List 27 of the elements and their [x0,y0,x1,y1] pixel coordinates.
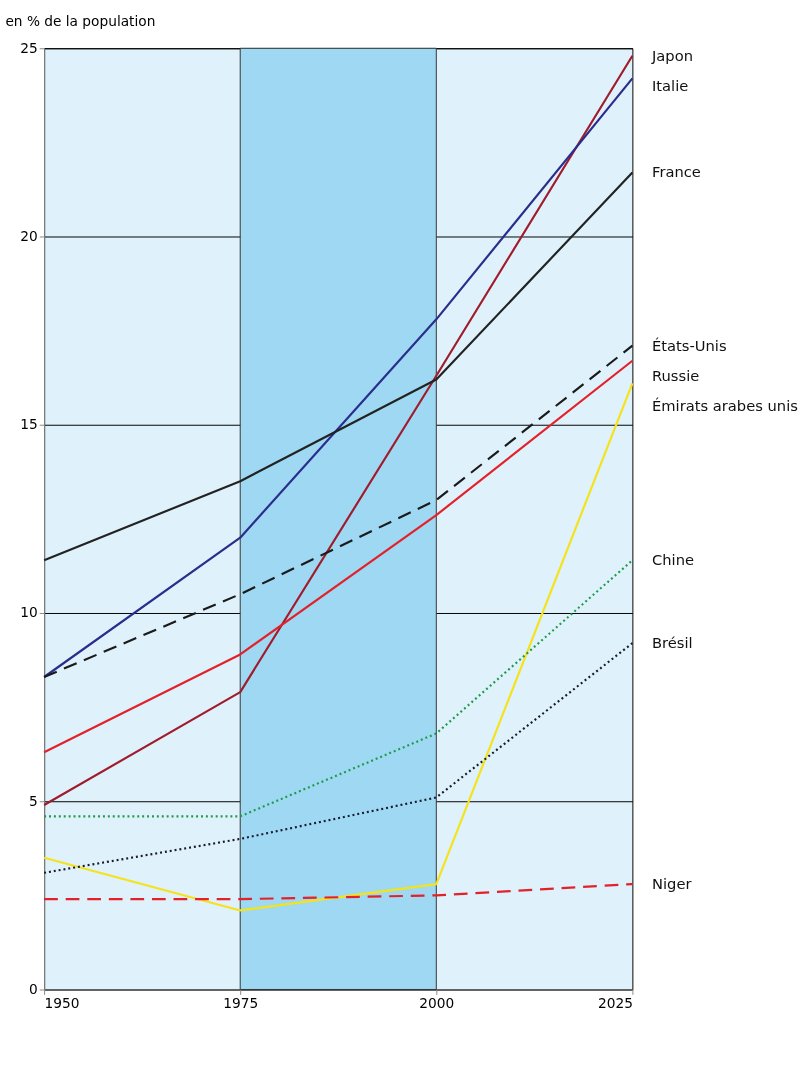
line-series [43,54,634,807]
series-label: Chine [652,551,695,569]
y-tick-label: 0 [29,980,38,997]
y-tick-label: 25 [20,39,38,56]
line-series [43,359,634,754]
line-series [43,344,634,679]
y-tick-label: 10 [20,604,38,621]
series-label: Japon [651,46,693,64]
line-series [43,382,634,912]
series-label: États-Unis [652,336,727,354]
line-series [43,77,634,679]
x-tick-label: 2025 [597,994,633,1011]
line-series [43,642,634,874]
y-axis-title: en % de la population [5,13,156,30]
series-label: Brésil [652,634,693,652]
x-tick-label: 1975 [223,994,259,1011]
y-tick-label: 5 [29,792,38,809]
series-label: Italie [652,76,689,94]
series-label: Russie [652,366,700,384]
x-tick-label: 1950 [44,994,80,1011]
x-tick-label: 2000 [419,994,455,1011]
series-label: Émirats arabes unis [652,396,798,414]
y-tick-label: 20 [20,227,38,244]
series-label: Niger [652,874,693,892]
y-tick-label: 15 [20,416,38,433]
series-label: France [652,163,701,181]
line-series [43,171,634,562]
